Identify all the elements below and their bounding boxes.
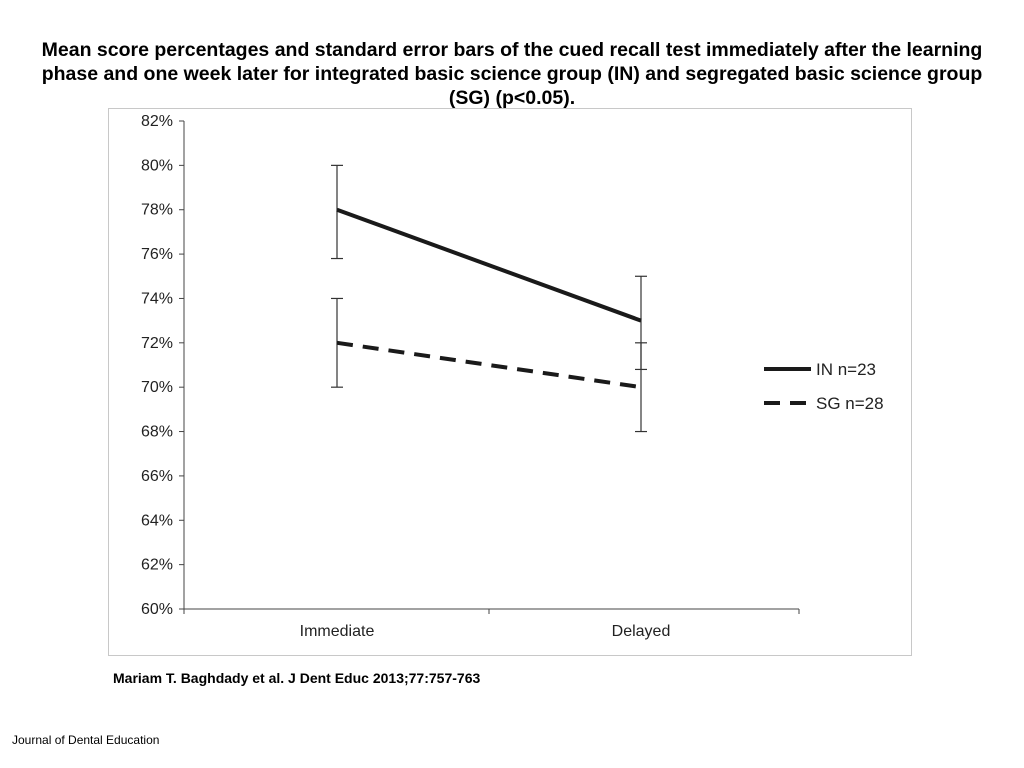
y-tick-label: 82% xyxy=(141,113,173,130)
legend-label-sg: SG n=28 xyxy=(816,394,884,413)
y-tick-label: 62% xyxy=(141,557,173,574)
legend: IN n=23 SG n=28 xyxy=(764,360,884,413)
journal-footer: Journal of Dental Education xyxy=(12,733,160,747)
legend-label-in: IN n=23 xyxy=(816,360,876,379)
chart-frame: 60% 62% 64% 66% 68% 70% 72% 74% 76% 78% 80% 82% Imm… xyxy=(108,108,912,656)
y-tick-label: 74% xyxy=(141,290,173,307)
y-axis: 60% 62% 64% 66% 68% 70% 72% 74% 76% 78% 80% 82% xyxy=(141,113,185,618)
x-tick-label: Immediate xyxy=(300,623,375,640)
y-tick-label: 80% xyxy=(141,157,173,174)
y-tick-label: 68% xyxy=(141,424,173,441)
y-tick-label: 70% xyxy=(141,379,173,396)
y-tick-label: 66% xyxy=(141,468,173,485)
slide-title: Mean score percentages and standard erro… xyxy=(41,39,983,109)
line-chart: 60% 62% 64% 66% 68% 70% 72% 74% 76% 78% 80% 82% Imm… xyxy=(141,113,884,640)
series-line-sg xyxy=(336,340,642,390)
x-axis: Immediate Delayed xyxy=(183,608,800,640)
y-tick-label: 76% xyxy=(141,246,173,263)
series-line-in xyxy=(336,207,642,323)
y-tick-label: 64% xyxy=(141,512,173,529)
x-tick-label: Delayed xyxy=(612,623,671,640)
y-tick-label: 78% xyxy=(141,202,173,219)
series-lines xyxy=(336,207,642,390)
error-bars xyxy=(331,164,647,433)
y-tick-label: 60% xyxy=(141,601,173,618)
y-tick-label: 72% xyxy=(141,335,173,352)
citation: Mariam T. Baghdady et al. J Dent Educ 20… xyxy=(113,670,481,686)
